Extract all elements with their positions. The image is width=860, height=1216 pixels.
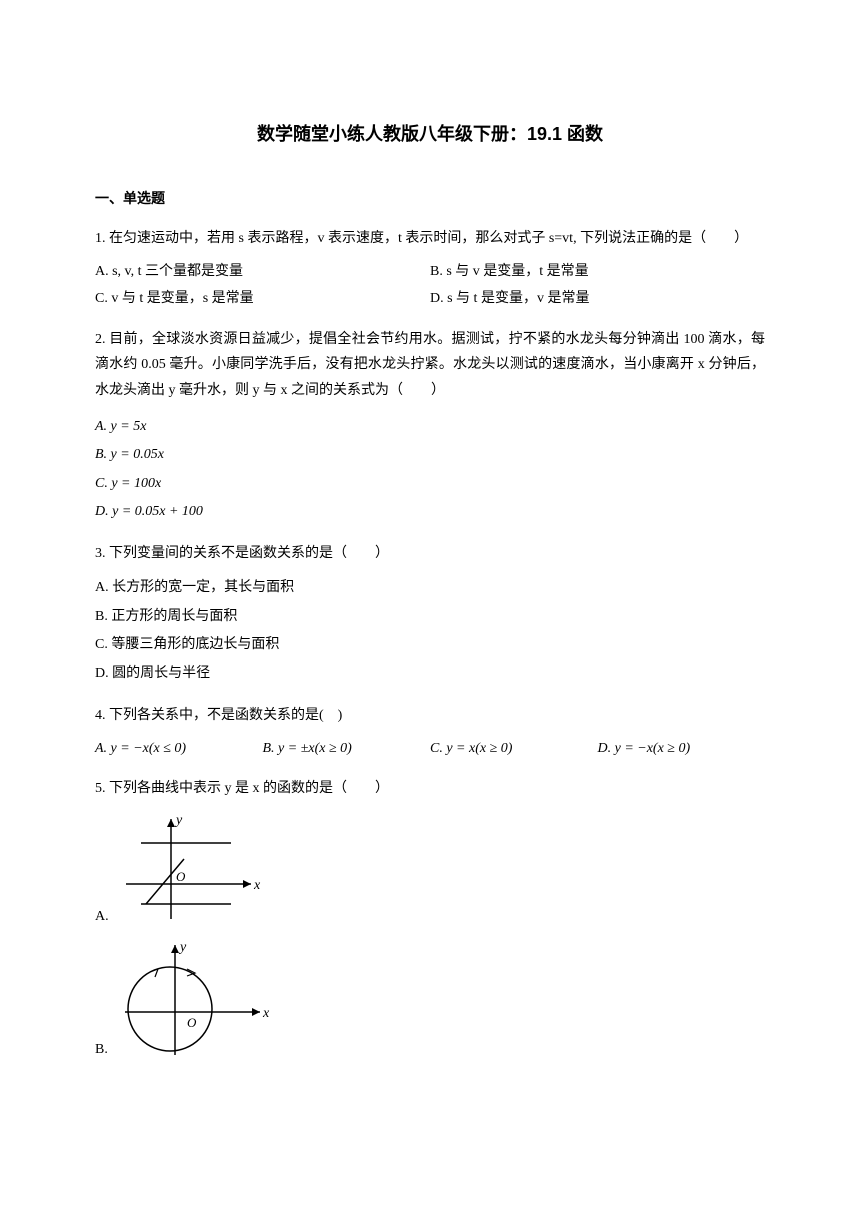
- question-4-text: 4. 下列各关系中，不是函数关系的是( ): [95, 703, 765, 728]
- question-5: 5. 下列各曲线中表示 y 是 x 的函数的是（ ） A. x y O B. x…: [95, 776, 765, 1062]
- question-2-options: A. y = 5x B. y = 0.05x C. y = 100x D. y …: [95, 413, 765, 527]
- y-axis-label: y: [178, 940, 187, 955]
- option-1b: B. s 与 v 是变量，t 是常量: [430, 259, 765, 285]
- option-3d: D. 圆的周长与半径: [95, 660, 765, 688]
- option-5b: B. x y O: [95, 937, 765, 1062]
- graph-b-icon: x y O: [115, 937, 275, 1062]
- option-5b-label: B.: [95, 1039, 108, 1061]
- option-4b: B. y = ±x(x ≥ 0): [263, 738, 431, 760]
- option-4a: A. y = −x(x ≤ 0): [95, 738, 263, 760]
- option-4d: D. y = −x(x ≥ 0): [598, 738, 766, 760]
- question-1-text: 1. 在匀速运动中，若用 s 表示路程，v 表示速度，t 表示时间，那么对式子 …: [95, 226, 765, 251]
- option-2c: C. y = 100x: [95, 470, 765, 498]
- option-5a: A. x y O: [95, 809, 765, 929]
- question-4-options: A. y = −x(x ≤ 0) B. y = ±x(x ≥ 0) C. y =…: [95, 738, 765, 760]
- option-2d: D. y = 0.05x + 100: [95, 498, 765, 526]
- option-3c: C. 等腰三角形的底边长与面积: [95, 631, 765, 659]
- option-2a: A. y = 5x: [95, 413, 765, 441]
- question-5-text: 5. 下列各曲线中表示 y 是 x 的函数的是（ ）: [95, 776, 765, 801]
- x-axis-label: x: [253, 878, 261, 893]
- x-axis-label: x: [262, 1006, 270, 1021]
- page-title: 数学随堂小练人教版八年级下册：19.1 函数: [95, 120, 765, 149]
- question-3-options: A. 长方形的宽一定，其长与面积 B. 正方形的周长与面积 C. 等腰三角形的底…: [95, 574, 765, 688]
- question-1-options: A. s, v, t 三个量都是变量 B. s 与 v 是变量，t 是常量 C.…: [95, 259, 765, 312]
- option-1d: D. s 与 t 是变量，v 是常量: [430, 286, 765, 312]
- origin-label: O: [187, 1015, 197, 1030]
- question-1: 1. 在匀速运动中，若用 s 表示路程，v 表示速度，t 表示时间，那么对式子 …: [95, 226, 765, 312]
- question-4: 4. 下列各关系中，不是函数关系的是( ) A. y = −x(x ≤ 0) B…: [95, 703, 765, 761]
- section-header: 一、单选题: [95, 189, 765, 211]
- option-1c: C. v 与 t 是变量，s 是常量: [95, 286, 430, 312]
- option-5a-label: A.: [95, 906, 109, 928]
- option-3b: B. 正方形的周长与面积: [95, 603, 765, 631]
- y-axis-label: y: [174, 813, 183, 828]
- graph-a-icon: x y O: [116, 809, 266, 929]
- question-2: 2. 目前，全球淡水资源日益减少，提倡全社会节约用水。据测试，拧不紧的水龙头每分…: [95, 327, 765, 526]
- option-2b: B. y = 0.05x: [95, 441, 765, 469]
- origin-label: O: [176, 869, 186, 884]
- question-3: 3. 下列变量间的关系不是函数关系的是（ ） A. 长方形的宽一定，其长与面积 …: [95, 541, 765, 688]
- option-4c: C. y = x(x ≥ 0): [430, 738, 598, 760]
- question-2-text: 2. 目前，全球淡水资源日益减少，提倡全社会节约用水。据测试，拧不紧的水龙头每分…: [95, 327, 765, 403]
- option-3a: A. 长方形的宽一定，其长与面积: [95, 574, 765, 602]
- question-3-text: 3. 下列变量间的关系不是函数关系的是（ ）: [95, 541, 765, 566]
- option-1a: A. s, v, t 三个量都是变量: [95, 259, 430, 285]
